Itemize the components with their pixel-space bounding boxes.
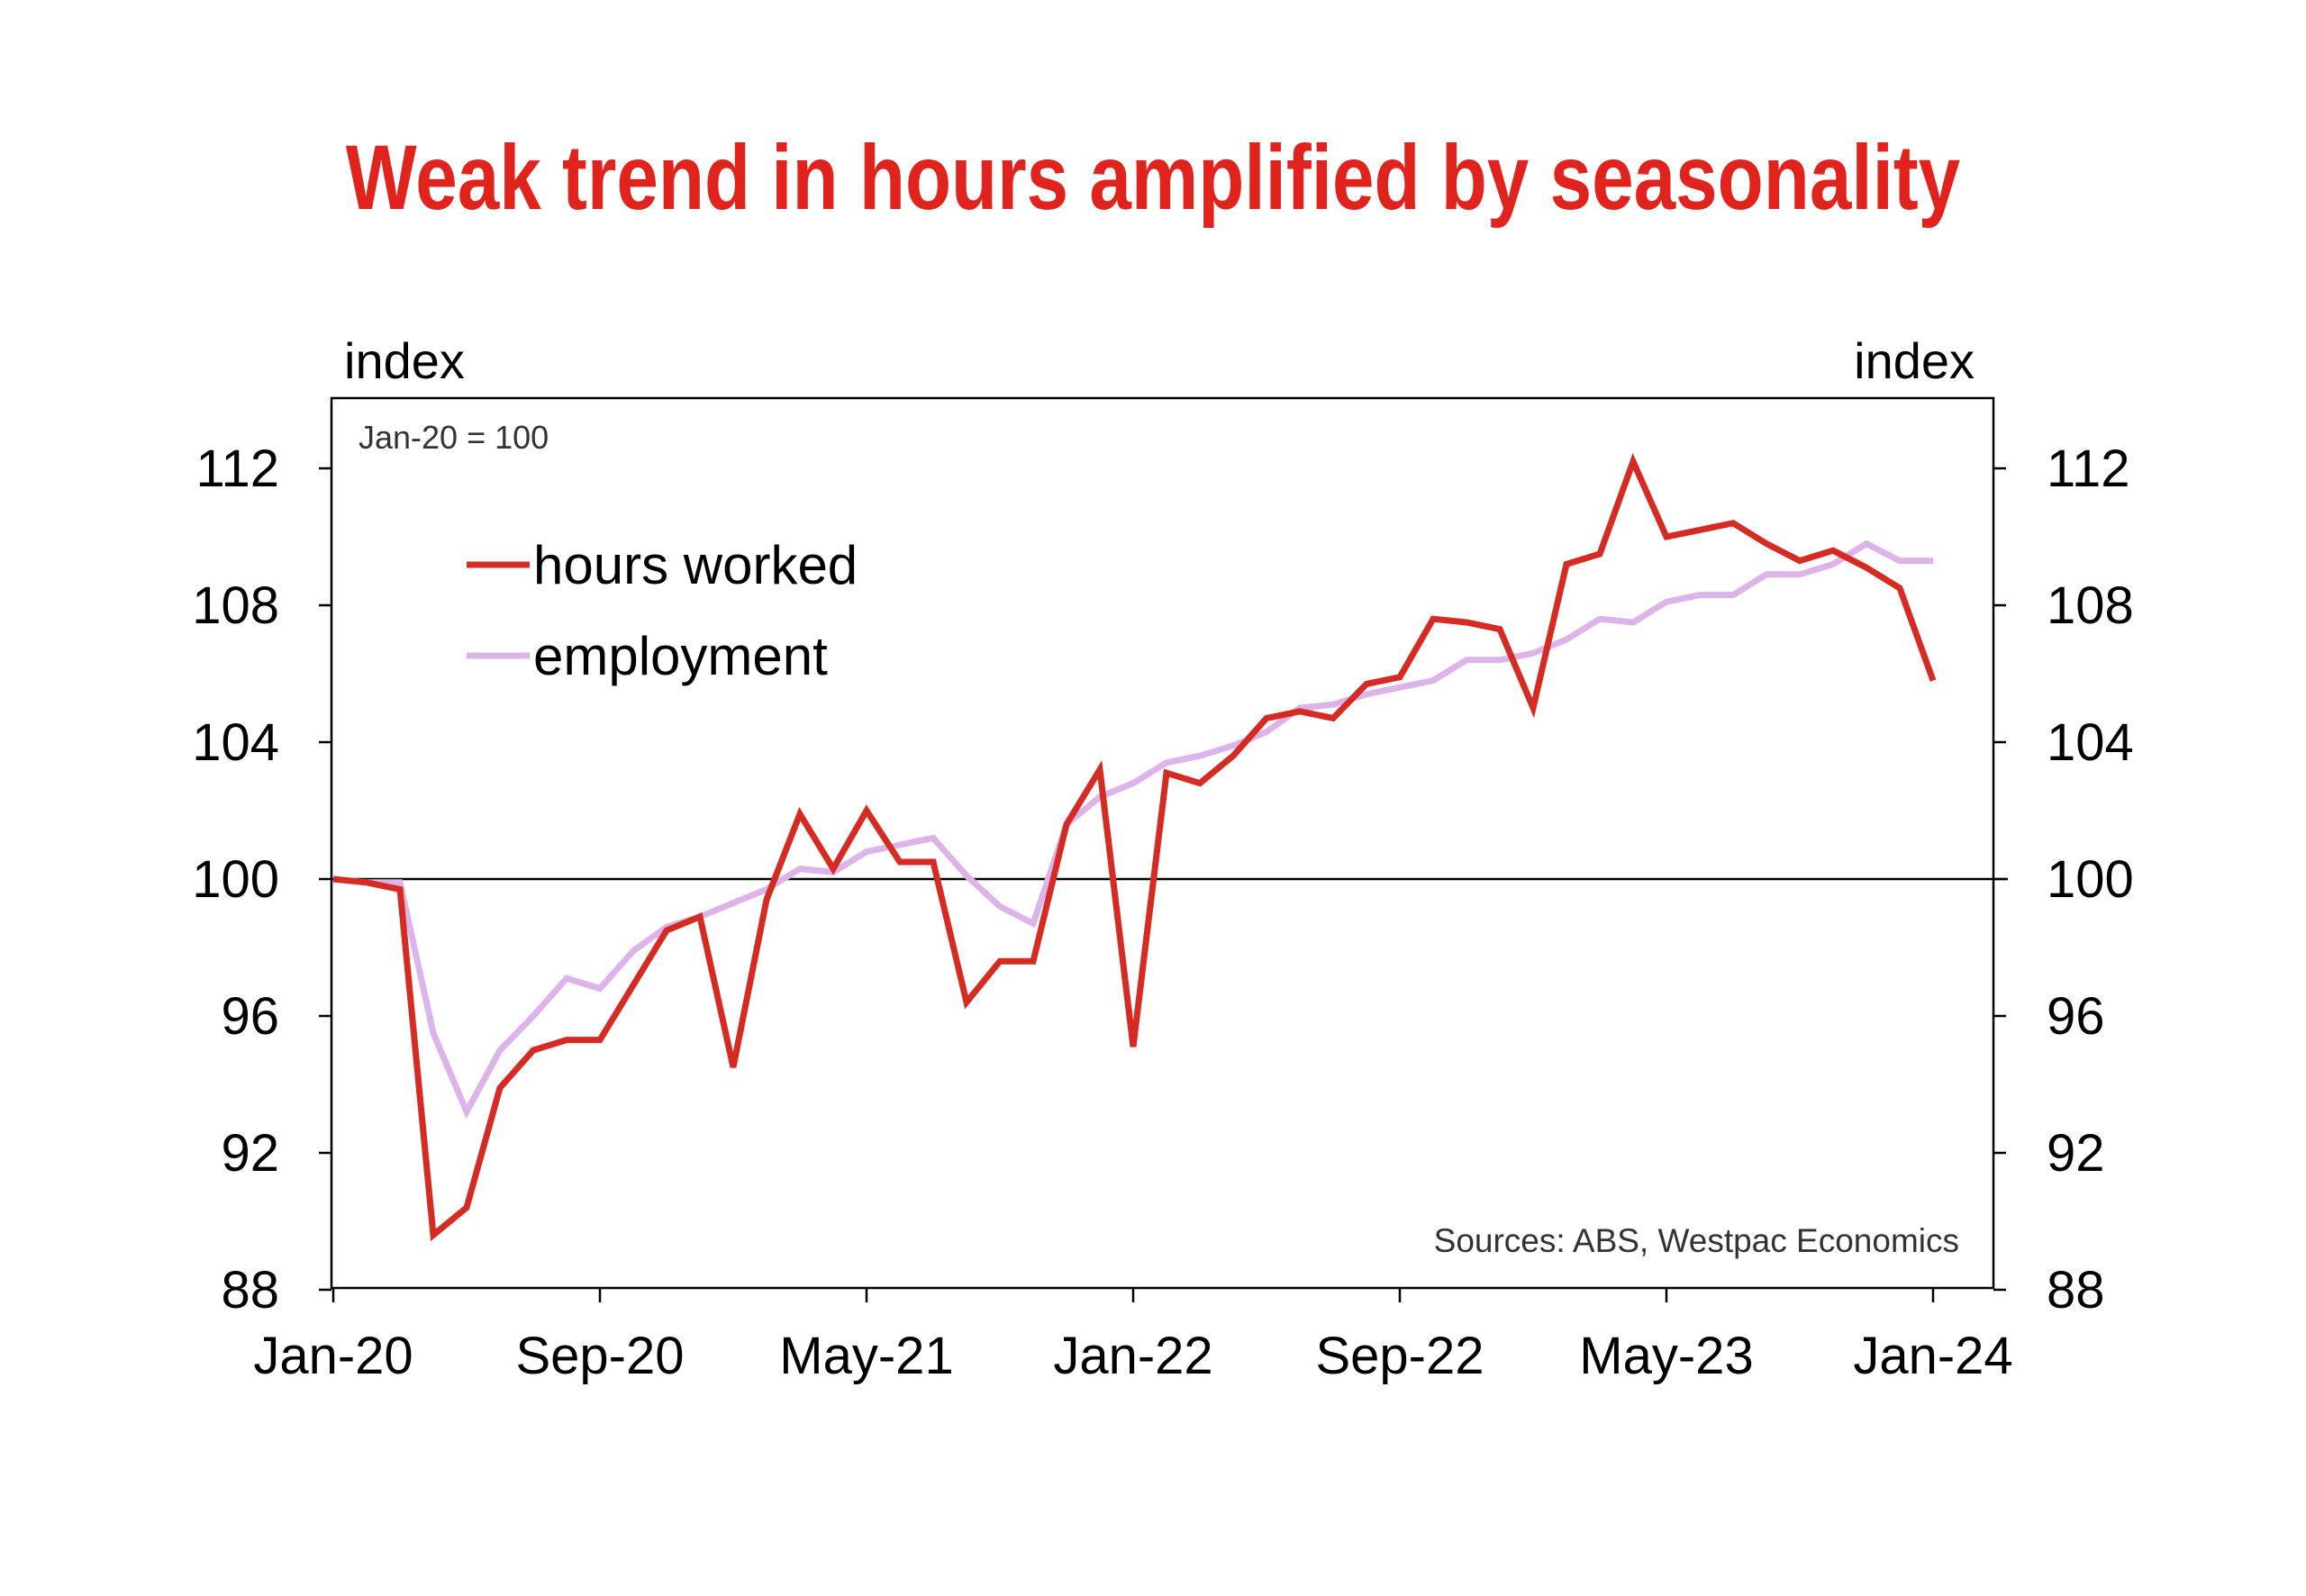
y-tick-label-left: 96 <box>221 987 279 1046</box>
x-tick-label: May-23 <box>1579 1327 1753 1385</box>
y-tick-label-left: 88 <box>221 1261 279 1319</box>
y-tick-label-right: 100 <box>2047 850 2134 909</box>
y-tick-label-left: 100 <box>192 850 279 909</box>
x-tick-label: Jan-22 <box>1053 1327 1212 1385</box>
legend-label-employment: employment <box>533 626 828 686</box>
chart-title: Weak trend in hours amplified by seasona… <box>346 126 1961 229</box>
y-tick-label-right: 88 <box>2047 1261 2105 1319</box>
axis-ticks: 88 88 92 92 96 96 100 100 104 104 108 108 112 112 Jan-… <box>192 440 2134 1385</box>
base-note: Jan-20 = 100 <box>359 419 549 456</box>
source-note: Sources: ABS, Westpac Economics <box>1434 1222 1959 1259</box>
series-layer <box>332 453 1937 1242</box>
series-line-employment <box>332 540 1933 1120</box>
series-line-hours-worked <box>332 453 1937 1242</box>
x-tick-label: May-21 <box>779 1327 953 1385</box>
y-tick-label-right: 92 <box>2047 1124 2105 1183</box>
plot-area <box>330 396 1995 1290</box>
y-tick-label-left: 108 <box>192 576 279 635</box>
x-tick-label: Jan-20 <box>253 1327 413 1385</box>
x-tick-label: Sep-22 <box>1315 1327 1484 1385</box>
y-tick-label-left: 112 <box>196 440 279 498</box>
legend: hours worked employment <box>467 535 858 686</box>
y-tick-label-right: 104 <box>2047 713 2134 772</box>
y-axis-right-label: index <box>1854 332 1975 389</box>
y-tick-label-left: 92 <box>221 1124 279 1183</box>
x-tick-label: Jan-24 <box>1853 1327 2012 1385</box>
y-axis-left-label: index <box>344 332 465 389</box>
y-tick-label-right: 96 <box>2047 987 2105 1046</box>
legend-label-hours-worked: hours worked <box>533 535 858 595</box>
y-tick-label-right: 108 <box>2047 576 2134 635</box>
y-tick-label-right: 112 <box>2047 440 2129 498</box>
x-tick-label: Sep-20 <box>515 1327 684 1385</box>
y-tick-label-left: 104 <box>192 713 279 772</box>
